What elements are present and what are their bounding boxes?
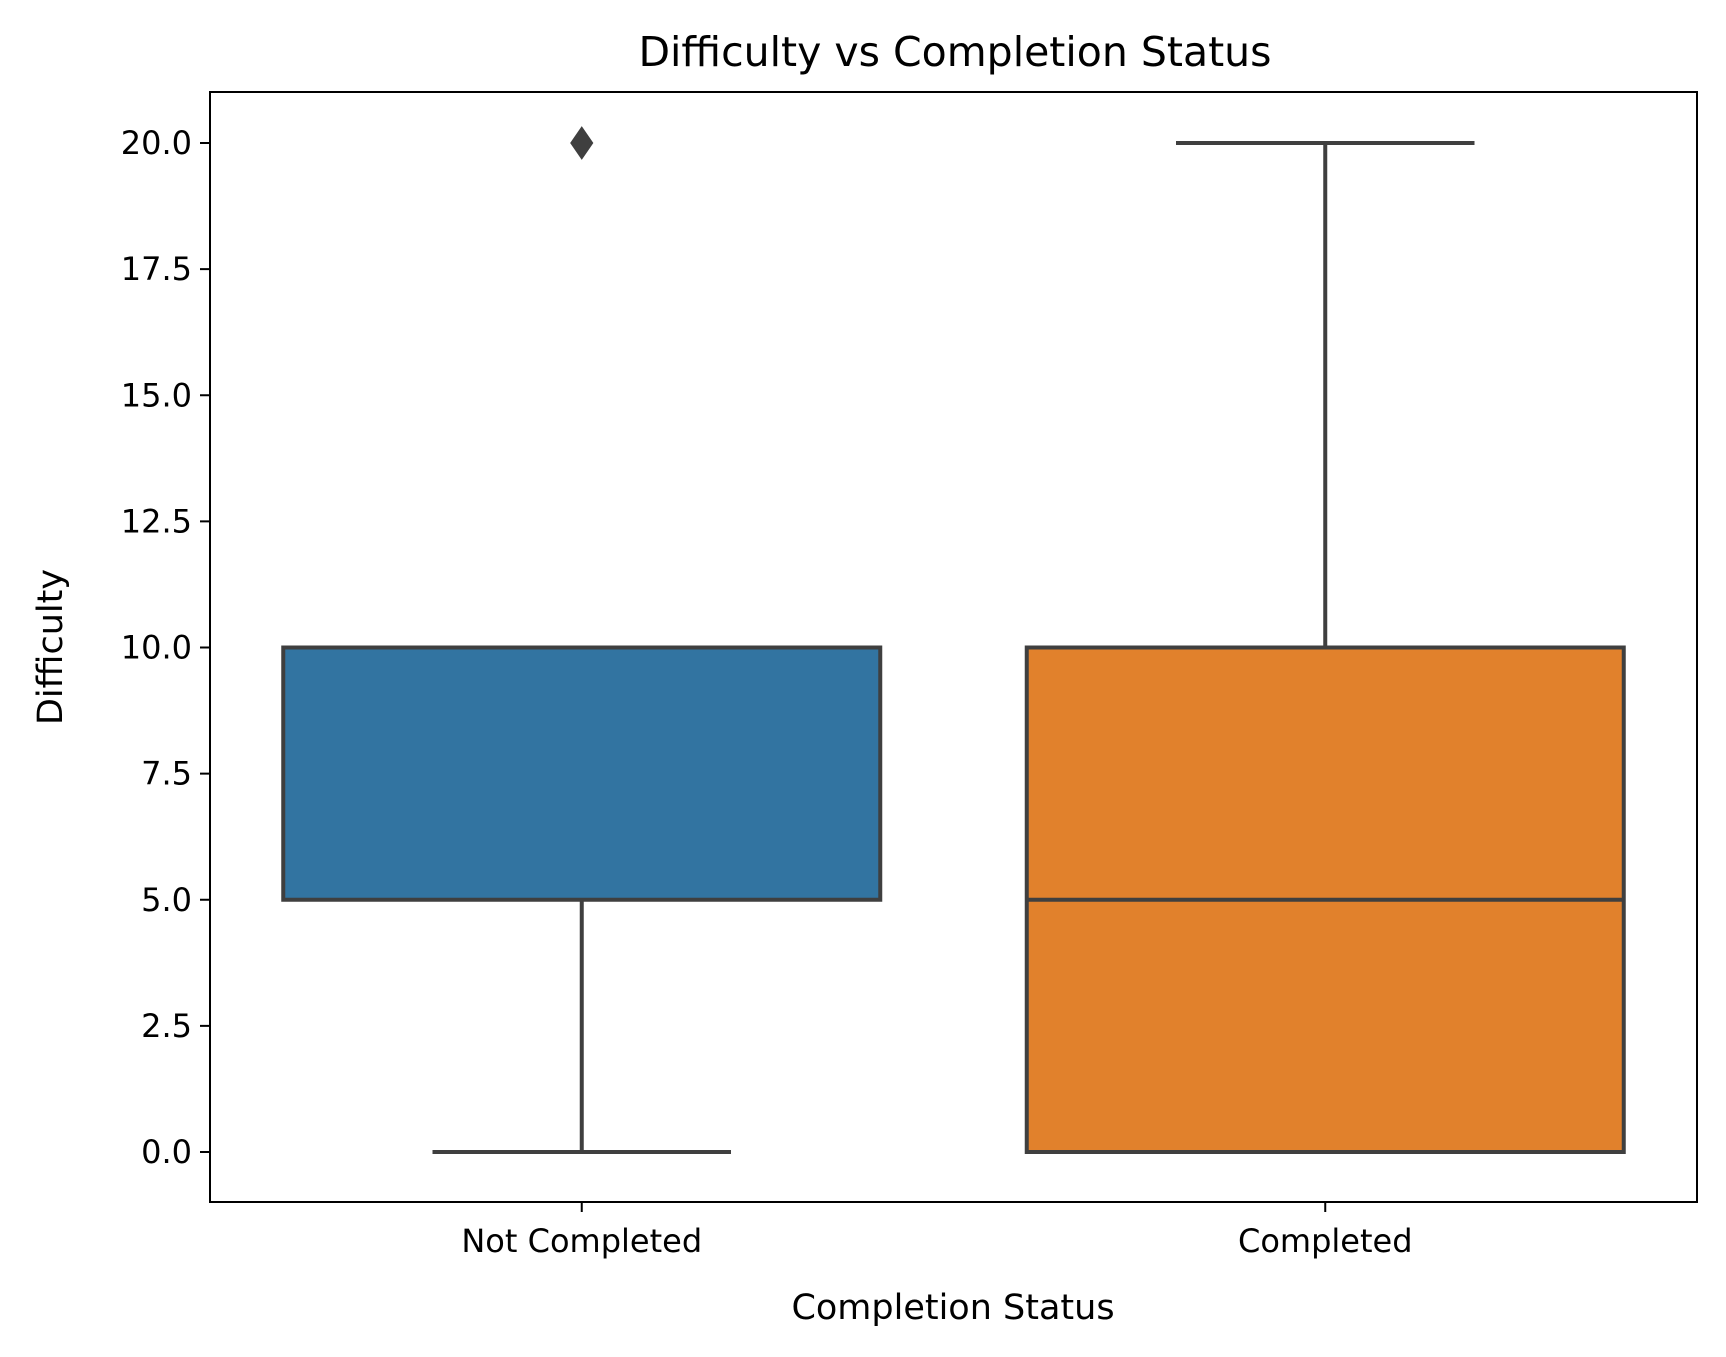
y-axis: 0.0 2.5 5.0 7.5 10.0 12.5 15.0 17.5 20.0: [121, 124, 210, 1171]
chart-title: Difficulty vs Completion Status: [638, 28, 1271, 76]
x-tick-label: Not Completed: [461, 1222, 702, 1260]
box-group-not-completed: [281, 126, 883, 1154]
y-tick-label: 7.5: [141, 755, 192, 793]
y-tick-label: 15.0: [121, 376, 192, 414]
iqr-box: [281, 645, 883, 902]
plot-area-frame: [209, 91, 1698, 1203]
boxes-layer: [281, 126, 1626, 1154]
y-tick-label: 2.5: [141, 1007, 192, 1045]
y-tick-label: 20.0: [121, 124, 192, 162]
y-tick-label: 5.0: [141, 881, 192, 919]
box-group-completed: [1024, 141, 1626, 1154]
x-axis: Not Completed Completed: [461, 1202, 1413, 1260]
outlier-point: [570, 126, 594, 160]
y-axis-label: Difficulty: [31, 569, 71, 725]
x-axis-label: Completion Status: [791, 1288, 1114, 1328]
x-tick-label: Completed: [1238, 1222, 1413, 1260]
y-tick-label: 0.0: [141, 1133, 192, 1171]
y-tick-label: 12.5: [121, 502, 192, 540]
y-tick-label: 17.5: [121, 250, 192, 288]
y-tick-label: 10.0: [121, 629, 192, 667]
